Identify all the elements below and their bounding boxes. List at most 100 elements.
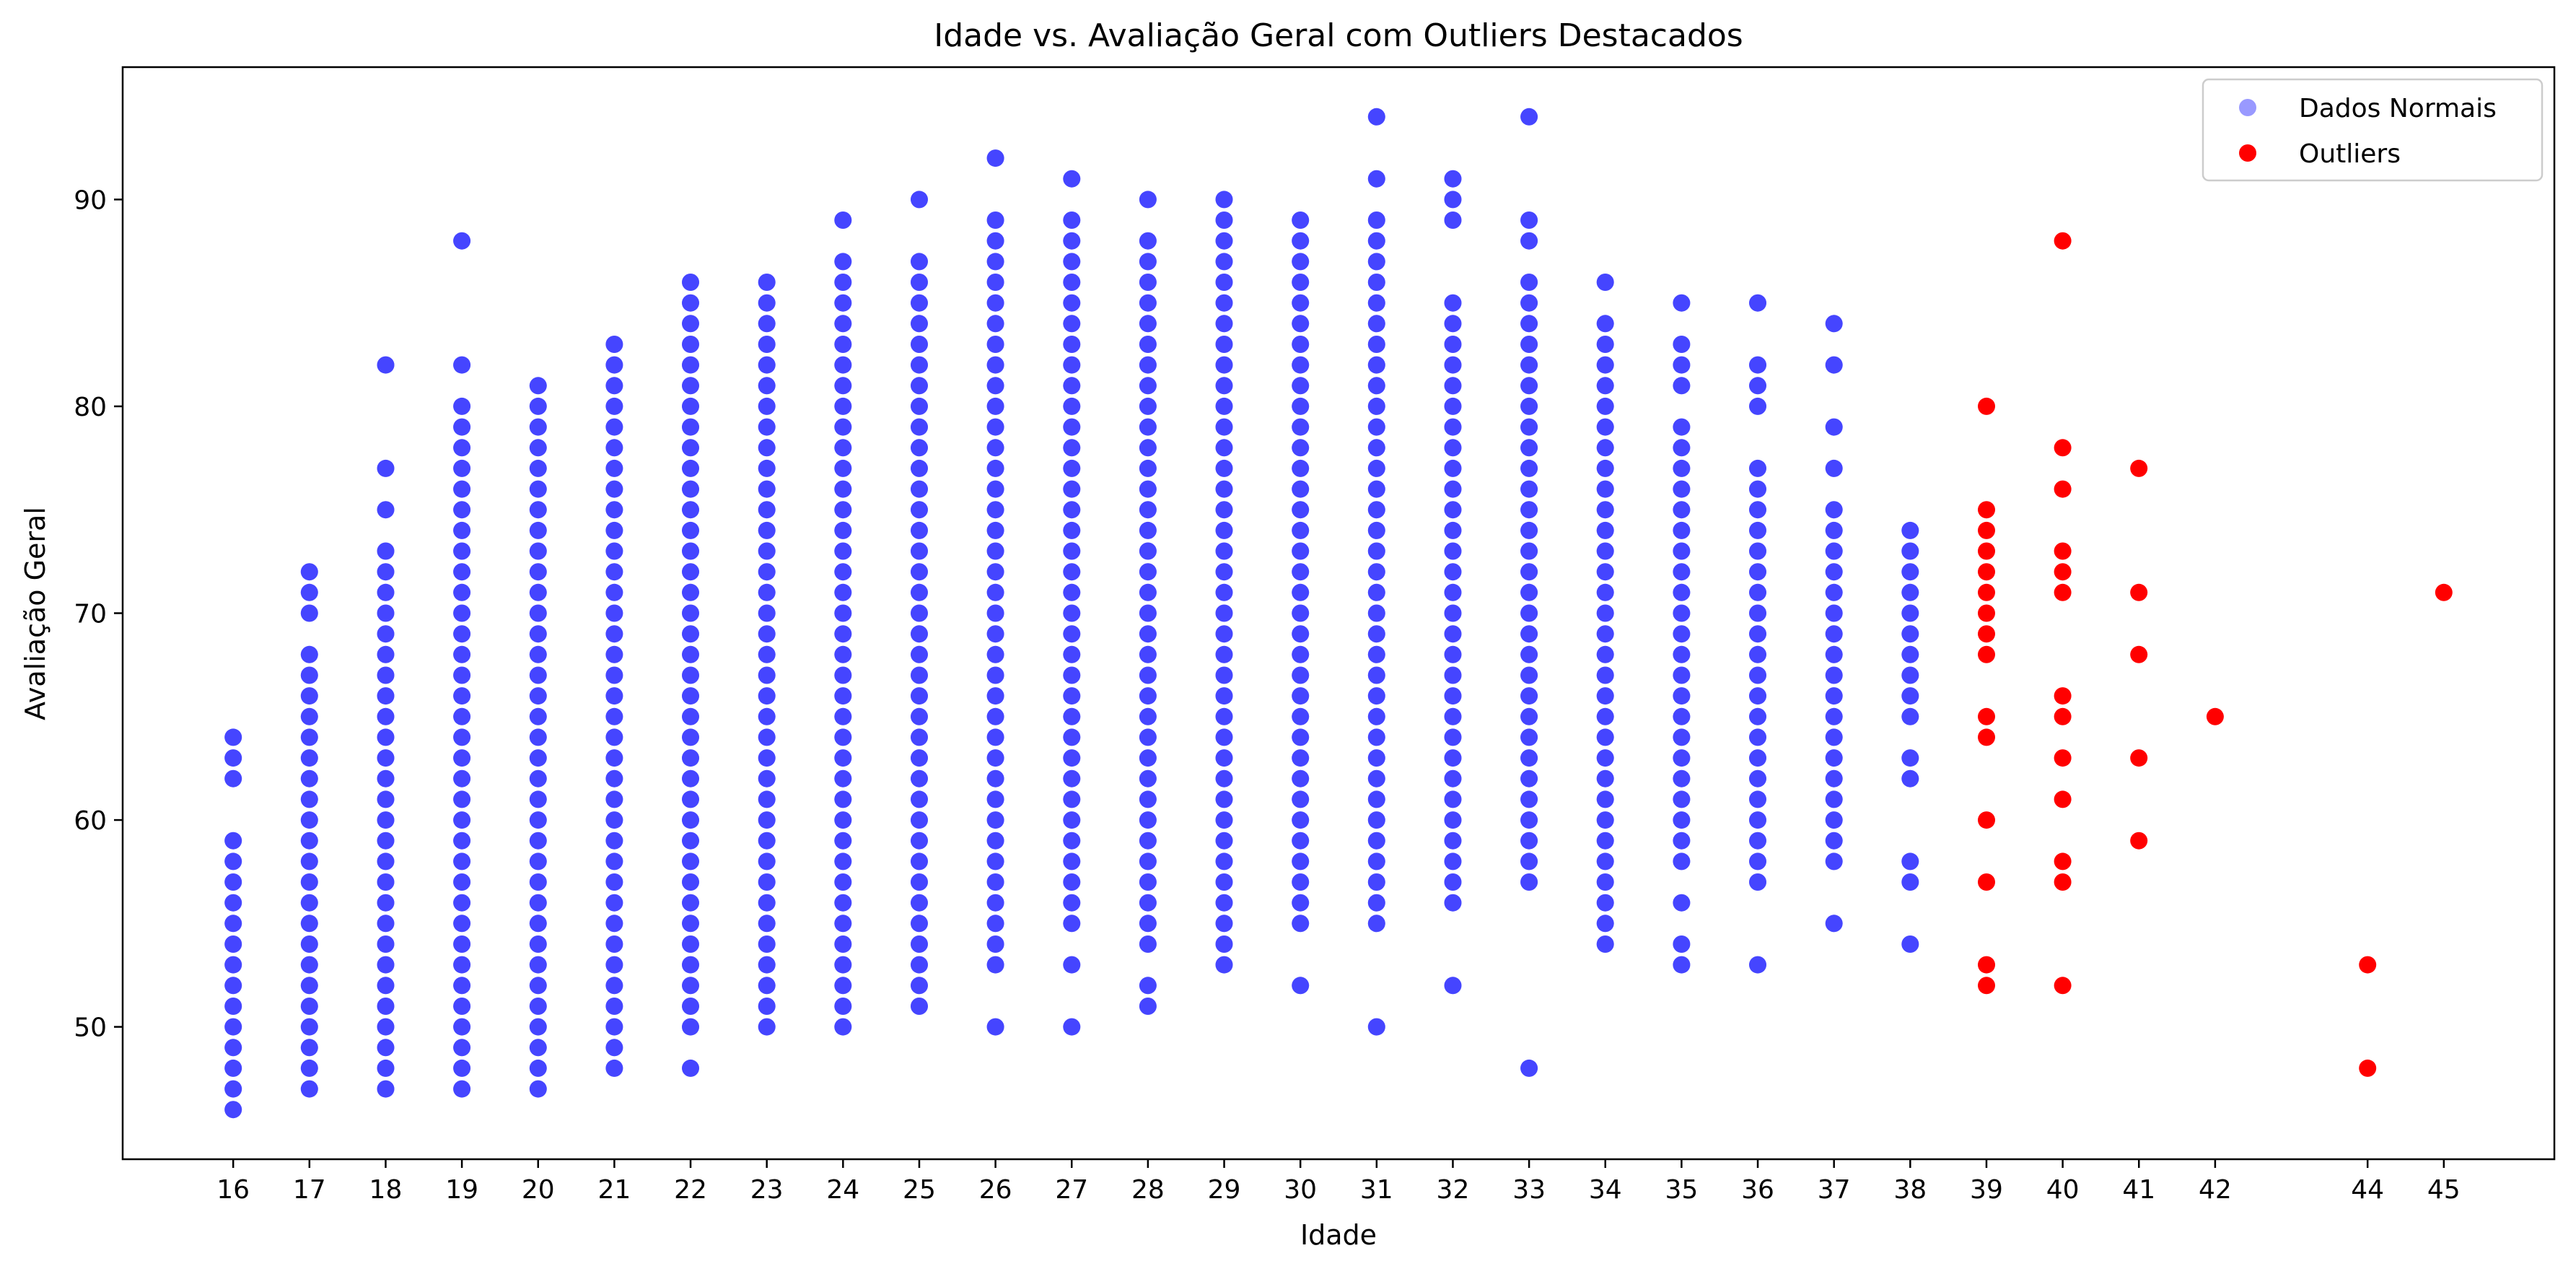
normal-point-overlap [834, 315, 852, 333]
outlier-point [2054, 687, 2072, 705]
x-axis-label: Idade [1300, 1219, 1377, 1251]
normal-point-overlap [682, 294, 699, 312]
normal-point-overlap [453, 749, 471, 767]
normal-point-overlap [1596, 707, 1614, 725]
normal-point-overlap [1749, 459, 1766, 477]
normal-point-overlap [1520, 749, 1538, 767]
normal-point-overlap [1901, 625, 1919, 643]
normal-point-overlap [605, 583, 623, 601]
normal-point-overlap [1367, 542, 1385, 560]
normal-point-overlap [1749, 873, 1766, 891]
normal-point-overlap [1444, 542, 1462, 560]
outlier-point [2130, 832, 2148, 850]
x-tick-label: 37 [1818, 1175, 1851, 1205]
normal-point-overlap [1367, 336, 1385, 353]
normal-point-overlap [682, 439, 699, 457]
normal-point-overlap [1673, 811, 1691, 829]
normal-point-overlap [300, 935, 318, 953]
normal-point-overlap [377, 956, 395, 974]
normal-point-overlap [758, 935, 776, 953]
normal-point-overlap [1215, 336, 1233, 353]
normal-point-overlap [300, 749, 318, 767]
normal-point-overlap [377, 1039, 395, 1057]
normal-point-overlap [1215, 439, 1233, 457]
normal-point-overlap [834, 935, 852, 953]
normal-point-overlap [1367, 170, 1385, 188]
normal-point-overlap [834, 211, 852, 229]
normal-point-overlap [1825, 707, 1843, 725]
normal-point-overlap [605, 935, 623, 953]
normal-point-overlap [1825, 728, 1843, 746]
y-tick-label: 90 [74, 186, 107, 215]
normal-point-overlap [1292, 604, 1310, 622]
normal-point-overlap [1215, 894, 1233, 912]
x-tick-label: 25 [903, 1175, 936, 1205]
normal-point-overlap [1596, 583, 1614, 601]
x-tick-label: 24 [826, 1175, 859, 1205]
normal-point-overlap [834, 397, 852, 415]
normal-point-overlap [1063, 915, 1081, 933]
normal-point-overlap [758, 707, 776, 725]
normal-point-overlap [986, 749, 1004, 767]
normal-point-overlap [1749, 397, 1766, 415]
normal-point-overlap [377, 977, 395, 995]
normal-point-overlap [1825, 604, 1843, 622]
normal-point-overlap [682, 956, 699, 974]
normal-point-overlap [377, 583, 395, 601]
normal-point-overlap [605, 687, 623, 705]
normal-point-overlap [1139, 501, 1157, 519]
normal-point-overlap [1139, 915, 1157, 933]
normal-point-overlap [682, 521, 699, 539]
normal-point-overlap [377, 604, 395, 622]
normal-point-overlap [300, 707, 318, 725]
normal-point-overlap [605, 977, 623, 995]
normal-point-overlap [834, 998, 852, 1015]
normal-point-overlap [834, 625, 852, 643]
y-tick-label: 80 [74, 393, 107, 422]
normal-point-overlap [986, 459, 1004, 477]
normal-point-overlap [1292, 501, 1310, 519]
normal-point-overlap [1215, 232, 1233, 250]
outlier-point [2054, 583, 2072, 601]
normal-point-overlap [1139, 521, 1157, 539]
x-tick-label: 36 [1741, 1175, 1774, 1205]
normal-point-overlap [1367, 211, 1385, 229]
normal-point-overlap [529, 625, 547, 643]
normal-point-overlap [1139, 377, 1157, 395]
normal-point-overlap [529, 873, 547, 891]
normal-point-overlap [758, 625, 776, 643]
normal-point-overlap [300, 583, 318, 601]
normal-point-overlap [758, 274, 776, 291]
normal-point-overlap [834, 604, 852, 622]
x-tick-label: 18 [369, 1175, 403, 1205]
normal-point-overlap [300, 769, 318, 787]
normal-point-overlap [1367, 625, 1385, 643]
normal-point-overlap [1063, 645, 1081, 663]
normal-point-overlap [377, 832, 395, 850]
normal-point-overlap [453, 1059, 471, 1077]
normal-point-overlap [453, 811, 471, 829]
normal-point-overlap [1825, 832, 1843, 850]
outlier-point [2130, 645, 2148, 663]
normal-point-overlap [1673, 501, 1691, 519]
normal-point-overlap [1596, 439, 1614, 457]
normal-point-overlap [1215, 749, 1233, 767]
normal-point-overlap [911, 397, 928, 415]
normal-point-overlap [453, 687, 471, 705]
normal-point-overlap [758, 315, 776, 333]
outlier-point [1978, 977, 1995, 995]
normal-point-overlap [758, 873, 776, 891]
x-tick-label: 40 [2046, 1175, 2080, 1205]
normal-point-overlap [911, 977, 928, 995]
normal-point-overlap [300, 852, 318, 871]
normal-point-overlap [986, 336, 1004, 353]
normal-point-overlap [834, 790, 852, 808]
normal-point-overlap [605, 542, 623, 560]
normal-point-overlap [1367, 1018, 1385, 1036]
normal-point-overlap [224, 832, 242, 850]
normal-point-overlap [453, 915, 471, 933]
normal-point-overlap [529, 977, 547, 995]
normal-point-overlap [1215, 832, 1233, 850]
normal-point-overlap [911, 728, 928, 746]
normal-point-overlap [834, 1018, 852, 1036]
